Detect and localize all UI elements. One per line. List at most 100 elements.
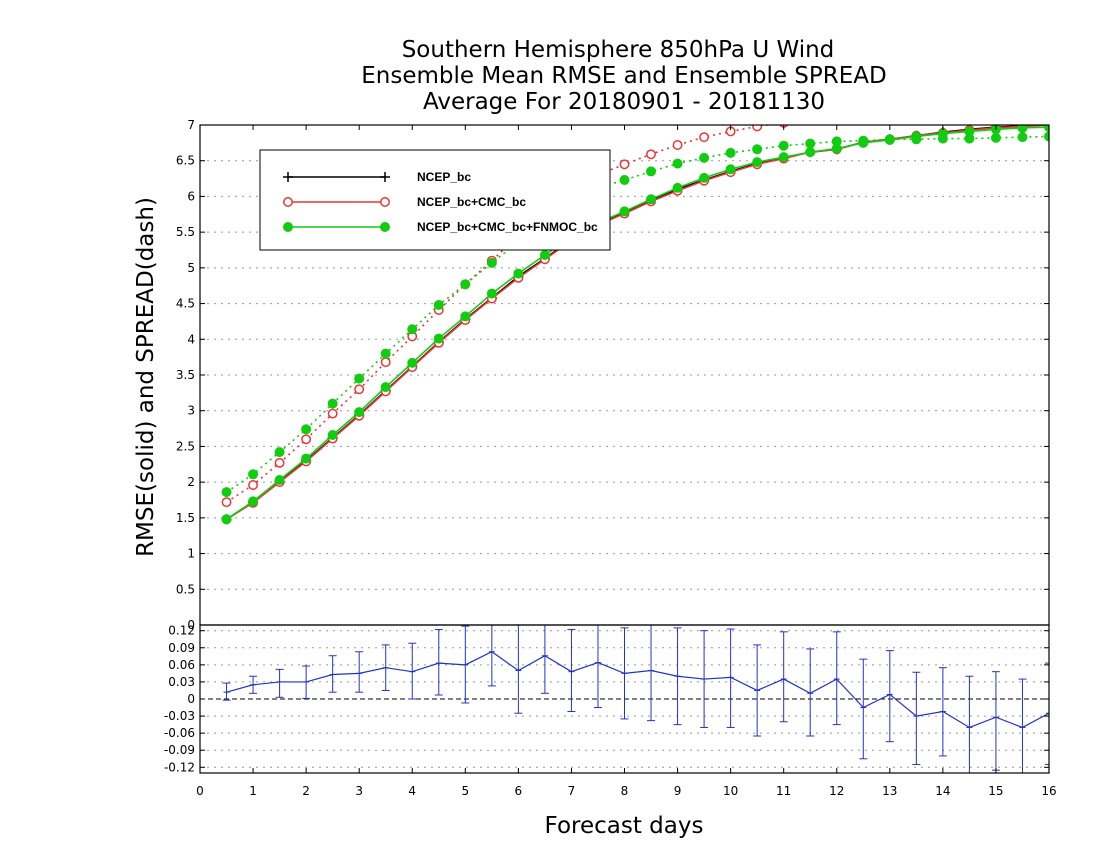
x-tick-label: 2: [302, 784, 310, 798]
rmse-point-ncep-bc-cmc-bc-fnmoc-bc: [778, 152, 789, 163]
legend: NCEP_bc NCEP_bc+CMC_bc NCEP_bc+CMC_bc+FNMO…: [259, 149, 611, 251]
x-tick-label: 1: [249, 784, 257, 798]
spread-line-ncep-bc-cmc-bc: [226, 125, 774, 503]
spread-point-ncep-bc-cmc-bc-fnmoc-bc: [725, 147, 736, 158]
legend-marker-end-1: [380, 197, 390, 207]
spread-point-ncep-bc-cmc-bc-fnmoc-bc: [990, 132, 1001, 143]
upper-y-tick-label: 1.5: [176, 511, 195, 525]
legend-marker-end-0: [380, 172, 390, 182]
upper-y-tick-label: 3.5: [176, 368, 195, 382]
spread-point-ncep-bc-cmc-bc: [248, 480, 259, 490]
spread-point-ncep-bc-cmc-bc-fnmoc-bc: [327, 398, 338, 409]
chart-title-line-3: Average For 20180901 - 20181130: [423, 89, 825, 115]
spread-point-ncep-bc-cmc-bc: [992, 103, 1000, 111]
spread-point-ncep-bc-cmc-bc: [939, 105, 947, 113]
rmse-point-ncep-bc-cmc-bc-fnmoc-bc: [248, 496, 259, 507]
spread-point-ncep-bc-cmc-bc-fnmoc-bc: [221, 487, 232, 498]
rmse-point-ncep-bc-cmc-bc-fnmoc-bc: [699, 172, 710, 183]
lower-y-tick-label: 0.06: [168, 658, 195, 672]
spread-point-ncep-bc-cmc-bc-fnmoc-bc: [274, 447, 285, 458]
spread-point-ncep-bc-cmc-bc-fnmoc-bc: [646, 166, 657, 177]
x-tick-label: 4: [408, 784, 416, 798]
spread-point-ncep-bc-cmc-bc-fnmoc-bc: [672, 158, 683, 169]
spread-point-ncep-bc-cmc-bc-fnmoc-bc: [937, 133, 948, 144]
spread-point-ncep-bc-cmc-bc: [354, 384, 365, 395]
rmse-point-ncep-bc-cmc-bc-fnmoc-bc: [672, 182, 683, 193]
upper-y-tick-label: 7: [187, 118, 195, 132]
upper-y-tick-label: 1: [187, 547, 195, 561]
x-tick-label: 7: [568, 784, 576, 798]
rmse-point-ncep-bc-cmc-bc-fnmoc-bc: [327, 430, 338, 440]
spread-point-ncep-bc-cmc-bc-fnmoc-bc: [699, 152, 710, 163]
legend-marker-start-1: [283, 197, 293, 207]
upper-panel-grid: [200, 124, 1049, 590]
difference-line: [226, 651, 1049, 729]
rmse-point-ncep-bc-cmc-bc-fnmoc-bc: [619, 206, 630, 217]
rmse-point-ncep-bc-cmc-bc-fnmoc-bc: [274, 475, 285, 485]
chart-title-line-2: Ensemble Mean RMSE and Ensemble SPREAD: [361, 63, 886, 89]
lower-y-tick-label: -0.03: [164, 709, 195, 723]
x-tick-label: 6: [515, 784, 523, 798]
spread-point-ncep-bc-cmc-bc: [859, 110, 867, 118]
rmse-point-ncep-bc-cmc-bc-fnmoc-bc: [354, 407, 365, 418]
spread-point-ncep-bc-cmc-bc-fnmoc-bc: [619, 175, 630, 185]
x-tick-label: 5: [461, 784, 469, 798]
spread-point-ncep-bc-cmc-bc-fnmoc-bc: [301, 424, 312, 435]
spread-point-ncep-bc-cmc-bc-fnmoc-bc: [433, 300, 444, 310]
spread-point-ncep-bc-cmc-bc: [274, 457, 285, 468]
upper-y-tick-label: 3: [187, 404, 195, 418]
spread-point-ncep-bc-cmc-bc: [833, 112, 841, 120]
spread-point-ncep-bc-cmc-bc-fnmoc-bc: [858, 135, 869, 146]
spread-point-ncep-bc-cmc-bc-fnmoc-bc: [805, 138, 816, 149]
x-tick-label: 16: [1041, 784, 1056, 798]
x-tick-label: 10: [723, 784, 738, 798]
spread-point-ncep-bc-cmc-bc: [912, 107, 920, 115]
upper-y-tick-label: 5: [187, 261, 195, 275]
rmse-point-ncep-bc-cmc-bc-fnmoc-bc: [752, 157, 763, 168]
y-axis-label: RMSE(solid) and SPREAD(dash): [133, 197, 159, 557]
upper-y-tick-label: 0.5: [176, 582, 195, 596]
legend-marker-start-2: [283, 222, 293, 232]
x-tick-label: 8: [621, 784, 629, 798]
spread-point-ncep-bc-cmc-bc-fnmoc-bc: [778, 140, 789, 151]
rmse-point-ncep-bc-cmc-bc-fnmoc-bc: [433, 333, 444, 344]
lower-y-tick-label: 0.12: [168, 624, 195, 638]
lower-y-tick-label: 0.09: [168, 641, 195, 655]
spread-point-ncep-bc-cmc-bc-fnmoc-bc: [248, 469, 259, 480]
spread-point-ncep-bc-cmc-bc-fnmoc-bc: [884, 134, 895, 145]
upper-y-tick-label: 4.5: [176, 297, 195, 311]
upper-y-tick-label: 6: [187, 189, 195, 203]
x-tick-label: 11: [776, 784, 791, 798]
spread-point-ncep-bc-cmc-bc-fnmoc-bc: [964, 133, 975, 144]
lower-y-tick-label: -0.06: [164, 726, 195, 740]
x-tick-label: 9: [674, 784, 682, 798]
spread-point-ncep-bc-cmc-bc-fnmoc-bc: [407, 324, 418, 335]
chart-title: Southern Hemisphere 850hPa U Wind Ensemb…: [361, 37, 886, 115]
rmse-point-ncep-bc-cmc-bc-fnmoc-bc: [725, 164, 736, 175]
spread-point-ncep-bc-cmc-bc-fnmoc-bc: [831, 136, 842, 147]
spread-point-ncep-bc-cmc-bc: [221, 497, 232, 508]
lower-panel-y-axis: 0.12 0.09 0.06 0.03 0 -0.03 -0.06 -0.09 -0.12 0: [164, 618, 1049, 774]
spread-point-ncep-bc-cmc-bc-fnmoc-bc: [486, 257, 497, 268]
spread-point-ncep-bc-cmc-bc: [1018, 102, 1026, 110]
spread-point-ncep-bc-cmc-bc: [806, 115, 814, 123]
legend-label-1: NCEP_bc+CMC_bc: [417, 195, 526, 209]
upper-panel-y-axis: 0.5 1 1.5 2 2.5 3 3.5 4 4.5 5 5.5 6 6.5 7: [176, 118, 1049, 596]
lower-y-tick-label: -0.09: [164, 743, 195, 757]
spread-point-ncep-bc-cmc-bc: [752, 125, 763, 132]
legend-marker-start-0: [283, 172, 293, 182]
x-axis-label: Forecast days: [545, 813, 704, 839]
spread-point-ncep-bc-cmc-bc-fnmoc-bc: [354, 373, 365, 384]
lower-y-tick-label: 0: [187, 692, 195, 706]
x-tick-label: 0: [196, 784, 204, 798]
rmse-point-ncep-bc-cmc-bc-fnmoc-bc: [221, 514, 232, 525]
lower-panel-difference-series: [222, 625, 1049, 773]
legend-label-0: NCEP_bc: [417, 170, 471, 184]
lower-panel-frame: [199, 624, 1050, 774]
x-tick-label: 3: [355, 784, 363, 798]
legend-box: [259, 149, 611, 251]
x-tick-label: 15: [988, 784, 1003, 798]
lower-y-tick-label: -0.12: [164, 760, 195, 774]
spread-line-ncep-bc-cmc-bc-fnmoc-bc: [226, 135, 1049, 493]
